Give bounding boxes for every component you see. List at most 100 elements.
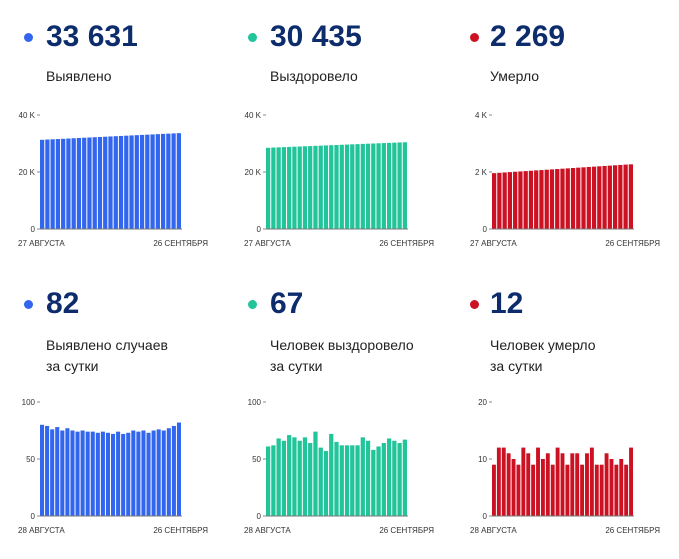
x-label-end: 26 СЕНТЯБРЯ (153, 239, 208, 248)
bar (629, 447, 633, 516)
bar (589, 447, 594, 516)
bar (151, 430, 156, 516)
x-label-end: 26 СЕНТЯБРЯ (605, 239, 660, 248)
stat-value: 12 (490, 287, 524, 320)
bar (87, 137, 92, 229)
bar (585, 453, 589, 516)
bar (308, 146, 313, 229)
x-label-end: 26 СЕНТЯБРЯ (153, 526, 208, 535)
bar (376, 143, 381, 229)
series-color-dot (248, 33, 257, 42)
bar (565, 168, 570, 229)
y-tick-label: 50 (252, 455, 261, 464)
bar (560, 168, 565, 229)
x-label-start: 28 АВГУСТА (18, 526, 65, 535)
bar (526, 453, 531, 516)
bar (609, 459, 614, 516)
bar (121, 433, 126, 516)
bar (100, 431, 105, 516)
bar (45, 139, 50, 229)
bar (516, 464, 521, 516)
bar (612, 165, 618, 229)
bar (555, 447, 560, 516)
bar (65, 428, 70, 516)
x-label-start: 28 АВГУСТА (470, 526, 517, 535)
bar (365, 440, 371, 516)
panel-recovered-total: 30 435 Выздоровело 0 20 K 40 K 27 АВГУСТА 26… (226, 0, 452, 279)
bar (318, 145, 323, 229)
bar (550, 464, 555, 516)
bar (111, 433, 116, 516)
y-tick-label: 0 (257, 512, 262, 521)
bar (271, 445, 276, 516)
bar (545, 453, 550, 516)
bar (90, 431, 95, 516)
series-color-dot (470, 33, 479, 42)
bar (397, 443, 402, 516)
bar (276, 147, 281, 229)
bar (95, 432, 100, 516)
bar (55, 427, 60, 516)
bar (75, 431, 80, 516)
stat-label-line-2: за сутки (490, 358, 543, 374)
bar (544, 169, 549, 229)
bar (539, 170, 544, 229)
bar (497, 172, 502, 229)
bar (55, 139, 61, 229)
bar (76, 138, 82, 229)
bar (614, 464, 619, 516)
bar (355, 144, 360, 229)
bar (281, 147, 287, 229)
bar (323, 451, 329, 516)
bar (276, 438, 281, 516)
bar-chart: 0 20 K 40 K 27 АВГУСТА 26 СЕНТЯБРЯ (244, 111, 434, 248)
bar (371, 143, 376, 229)
bar-chart: 0 50 100 28 АВГУСТА 26 СЕНТЯБРЯ (18, 398, 208, 535)
bar (292, 146, 297, 229)
bar (302, 146, 308, 229)
bar (155, 134, 160, 229)
bar (523, 171, 528, 229)
panel-cases-total: 33 631 Выявлено 0 20 K 40 K 27 АВГУСТА 26 СЕ… (0, 0, 226, 279)
x-label-end: 26 СЕНТЯБРЯ (379, 526, 434, 535)
panel-deaths-total: 2 269 Умерло 0 2 K 4 K 27 АВГУСТА 26 СЕНТЯБР… (452, 0, 678, 279)
bar (80, 430, 85, 516)
bar (536, 447, 540, 516)
bar (496, 447, 501, 516)
bar (40, 424, 45, 516)
bar (365, 143, 371, 229)
bar (507, 172, 513, 229)
bar (318, 447, 323, 516)
bar (97, 136, 103, 229)
bar (392, 142, 397, 229)
bar (124, 135, 129, 229)
bar (105, 432, 110, 516)
bar (113, 136, 118, 229)
x-label-start: 27 АВГУСТА (244, 239, 291, 248)
y-tick-label: 0 (483, 225, 488, 234)
bar (297, 440, 302, 516)
bar (604, 453, 609, 516)
bar (619, 459, 624, 516)
bar (576, 167, 581, 229)
bar (591, 166, 597, 229)
bar (297, 146, 302, 229)
bar (334, 145, 339, 229)
panel-cases-daily: 82 Выявлено случаев за сутки 0 50 100 28 АВ… (0, 280, 226, 559)
stat-value: 2 269 (490, 20, 566, 53)
y-tick-label: 40 K (245, 111, 262, 120)
bar (160, 133, 166, 229)
x-label-end: 26 СЕНТЯБРЯ (605, 526, 660, 535)
stat-label-line-1: Человек выздоровело (270, 337, 414, 353)
bar (492, 464, 496, 516)
bar (599, 464, 604, 516)
bar (40, 139, 45, 229)
y-tick-label: 0 (31, 225, 36, 234)
stat-label-line-1: Умерло (490, 68, 540, 84)
y-tick-label: 100 (22, 398, 36, 407)
bar (339, 144, 344, 229)
series-color-dot (24, 300, 33, 309)
bar (171, 425, 176, 516)
bar (513, 171, 518, 229)
bar (492, 173, 497, 229)
